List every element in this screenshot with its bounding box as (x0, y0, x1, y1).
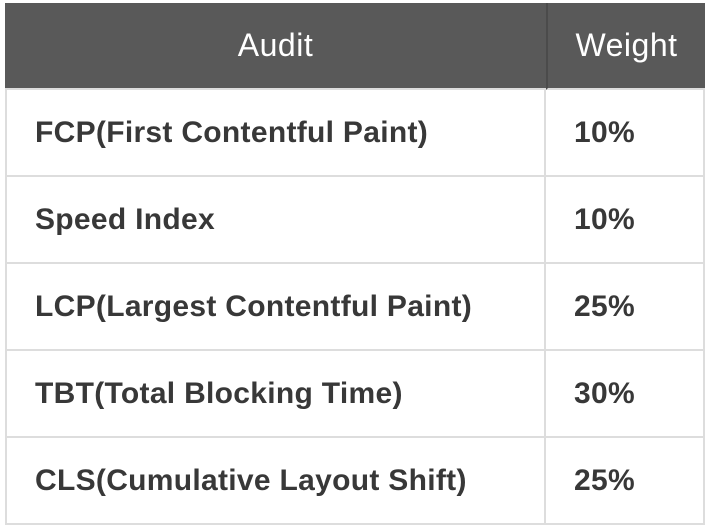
table-row: Speed Index 10% (5, 177, 705, 264)
column-header-audit: Audit (5, 3, 546, 90)
table-row: CLS(Cumulative Layout Shift) 25% (5, 438, 705, 525)
weight-cell: 25% (546, 264, 705, 351)
table-row: LCP(Largest Contentful Paint) 25% (5, 264, 705, 351)
audit-weight-table: Audit Weight FCP(First Contentful Paint)… (5, 3, 705, 525)
weight-cell: 10% (546, 90, 705, 177)
weight-cell: 30% (546, 351, 705, 438)
audit-cell: TBT(Total Blocking Time) (5, 351, 546, 438)
audit-cell: FCP(First Contentful Paint) (5, 90, 546, 177)
audit-cell: Speed Index (5, 177, 546, 264)
column-header-weight: Weight (546, 3, 705, 90)
weight-cell: 10% (546, 177, 705, 264)
weight-cell: 25% (546, 438, 705, 525)
audit-cell: LCP(Largest Contentful Paint) (5, 264, 546, 351)
table: Audit Weight FCP(First Contentful Paint)… (5, 3, 705, 525)
table-row: FCP(First Contentful Paint) 10% (5, 90, 705, 177)
audit-cell: CLS(Cumulative Layout Shift) (5, 438, 546, 525)
table-row: TBT(Total Blocking Time) 30% (5, 351, 705, 438)
header-row: Audit Weight (5, 3, 705, 90)
